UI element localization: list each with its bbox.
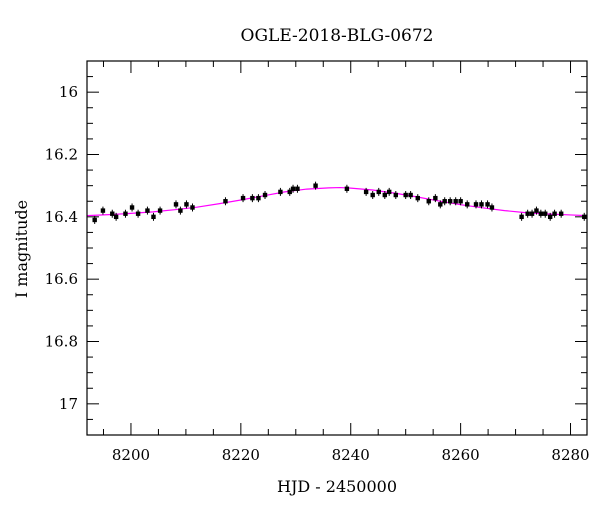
data-point: [433, 194, 438, 203]
data-point: [313, 181, 318, 190]
data-point: [123, 209, 128, 218]
data-point: [582, 212, 587, 221]
data-point: [438, 200, 443, 209]
data-point: [135, 209, 141, 218]
y-tick-label: 16.2: [45, 146, 78, 164]
data-point: [519, 212, 524, 221]
data-point: [386, 187, 392, 196]
data-point: [278, 187, 283, 196]
data-point: [529, 209, 535, 218]
data-point: [453, 197, 458, 206]
data-point: [538, 209, 544, 218]
data-point: [370, 191, 375, 200]
y-tick-label: 16: [59, 83, 78, 101]
data-point: [458, 197, 463, 206]
x-tick-label: 8200: [112, 446, 150, 464]
data-point: [100, 206, 106, 215]
data-point: [92, 215, 97, 224]
data-point: [344, 184, 350, 193]
data-point: [256, 194, 261, 203]
data-point: [485, 200, 490, 209]
y-tick-labels: 16 16.2 16.4 16.6 16.8 17: [45, 83, 78, 413]
data-point: [129, 203, 135, 212]
data-point: [543, 209, 548, 218]
x-tick-label: 8260: [442, 446, 480, 464]
data-point: [113, 212, 119, 221]
data-point: [447, 197, 453, 206]
x-axis-label: HJD - 2450000: [277, 477, 397, 496]
y-tick-label: 16.4: [45, 208, 78, 226]
data-point: [426, 197, 431, 206]
data-point: [178, 206, 183, 215]
data-point: [240, 194, 246, 203]
x-tick-labels: 8200 8220 8240 8260 8280: [112, 446, 590, 464]
data-point: [547, 212, 553, 221]
data-point: [223, 197, 228, 206]
x-tick-label: 8280: [551, 446, 589, 464]
data-point: [489, 203, 495, 212]
x-tick-label: 8220: [222, 446, 260, 464]
data-point: [403, 191, 408, 200]
data-point: [534, 206, 539, 215]
data-point: [262, 191, 268, 200]
data-point: [465, 200, 470, 209]
y-tick-label: 16.8: [45, 333, 78, 351]
y-tick-label: 17: [59, 395, 78, 413]
plot-frame: [86, 60, 588, 436]
chart-title: OGLE-2018-BLG-0672: [241, 26, 434, 46]
x-tick-label: 8240: [332, 446, 370, 464]
data-point: [173, 200, 179, 209]
data-point: [145, 206, 150, 215]
data-point: [376, 187, 381, 196]
data-point: [408, 191, 413, 200]
axis-ticks: [87, 60, 587, 436]
data-point: [552, 209, 557, 218]
y-axis-label: I magnitude: [12, 200, 31, 298]
data-point: [393, 191, 398, 200]
data-point: [525, 209, 530, 218]
data-point: [287, 187, 292, 196]
data-point: [250, 194, 255, 203]
data-point: [479, 200, 484, 209]
data-point: [110, 209, 115, 218]
data-point: [442, 197, 447, 206]
model-curve: [86, 186, 588, 217]
data-point: [184, 200, 189, 209]
data-point: [558, 209, 564, 218]
data-point: [363, 187, 369, 196]
data-point: [415, 194, 420, 203]
data-points: [92, 181, 587, 224]
data-point: [295, 184, 300, 193]
data-point: [157, 206, 163, 215]
data-point: [473, 200, 479, 209]
data-point: [290, 184, 296, 193]
data-point: [190, 203, 195, 212]
y-tick-label: 16.6: [45, 270, 78, 288]
data-point: [151, 212, 156, 221]
data-point: [382, 191, 388, 200]
